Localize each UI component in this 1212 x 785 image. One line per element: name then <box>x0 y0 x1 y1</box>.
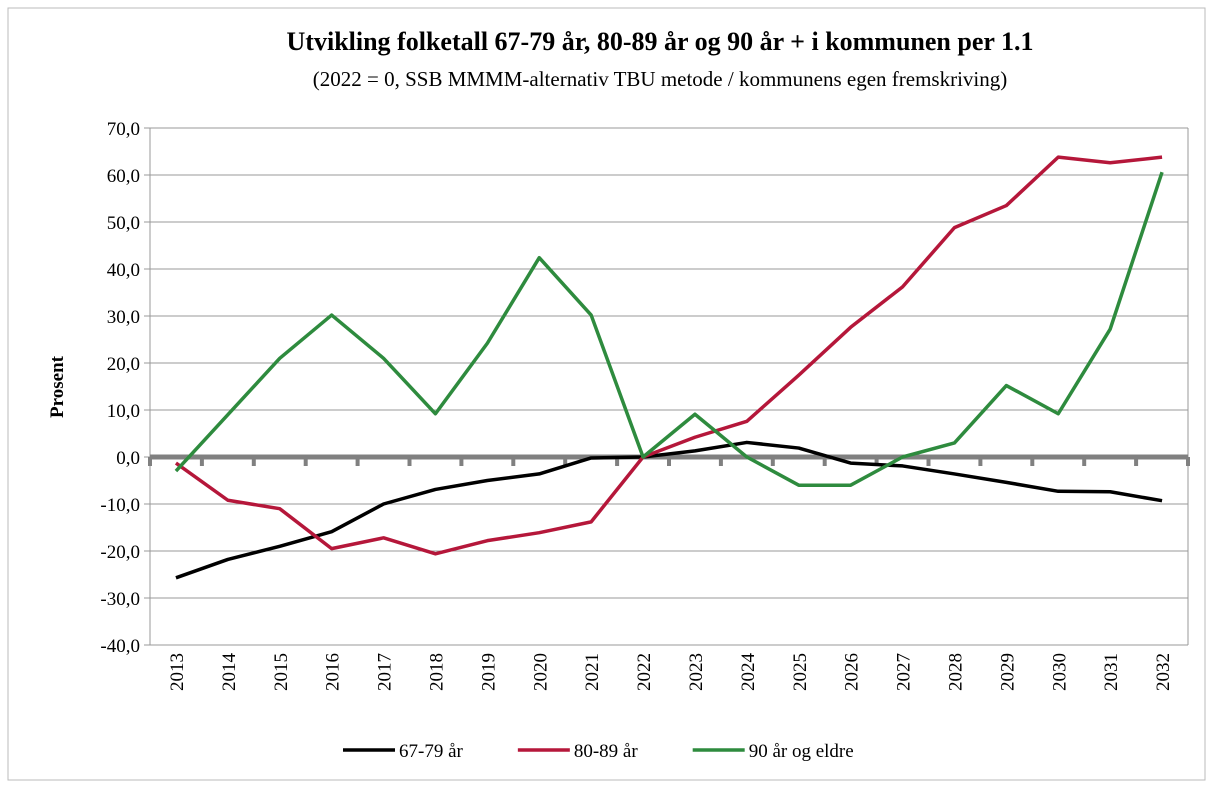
x-tick-label: 2032 <box>1153 653 1174 691</box>
x-tick-label: 2029 <box>997 653 1018 691</box>
x-tick-label: 2015 <box>271 653 292 691</box>
legend-label: 90 år og eldre <box>749 741 854 762</box>
x-tick-label: 2020 <box>530 653 551 691</box>
y-tick-label: 20,0 <box>107 354 140 375</box>
y-tick-label: 0,0 <box>116 448 140 469</box>
x-tick-label: 2030 <box>1049 653 1070 691</box>
y-tick-label: -40,0 <box>100 636 140 657</box>
y-axis-title: Prosent <box>47 355 68 418</box>
x-tick-label: 2026 <box>842 653 863 691</box>
y-tick-label: 30,0 <box>107 307 140 328</box>
x-tick-label: 2027 <box>894 653 915 691</box>
x-tick-label: 2013 <box>167 653 188 691</box>
x-tick-label: 2017 <box>375 653 396 691</box>
y-tick-label: 70,0 <box>107 119 140 140</box>
x-tick-label: 2031 <box>1101 653 1122 691</box>
y-tick-label: -10,0 <box>100 495 140 516</box>
legend-label: 80-89 år <box>574 741 639 762</box>
x-tick-label: 2022 <box>634 653 655 691</box>
x-tick-label: 2028 <box>945 653 966 691</box>
x-tick-label: 2019 <box>478 653 499 691</box>
series-line <box>174 171 1164 487</box>
chart-border <box>7 7 1206 781</box>
y-tick-label: 40,0 <box>107 260 140 281</box>
y-tick-label: 50,0 <box>107 213 140 234</box>
y-tick-label: 10,0 <box>107 401 140 422</box>
x-tick-label: 2021 <box>582 653 603 691</box>
series-line <box>174 155 1163 556</box>
x-tick-label: 2025 <box>790 653 811 691</box>
x-tick-label: 2024 <box>738 653 759 692</box>
series-line <box>175 440 1163 580</box>
y-tick-label: 60,0 <box>107 166 140 187</box>
legend-label: 67-79 år <box>399 741 464 762</box>
x-tick-label: 2014 <box>219 653 240 692</box>
chart-subtitle: (2022 = 0, SSB MMMM-alternativ TBU metod… <box>313 67 1007 91</box>
x-tick-label: 2023 <box>686 653 707 691</box>
y-tick-label: -20,0 <box>100 542 140 563</box>
x-tick-label: 2016 <box>323 653 344 691</box>
x-tick-label: 2018 <box>426 653 447 691</box>
chart-title: Utvikling folketall 67-79 år, 80-89 år o… <box>287 27 1034 56</box>
y-tick-label: -30,0 <box>100 589 140 610</box>
